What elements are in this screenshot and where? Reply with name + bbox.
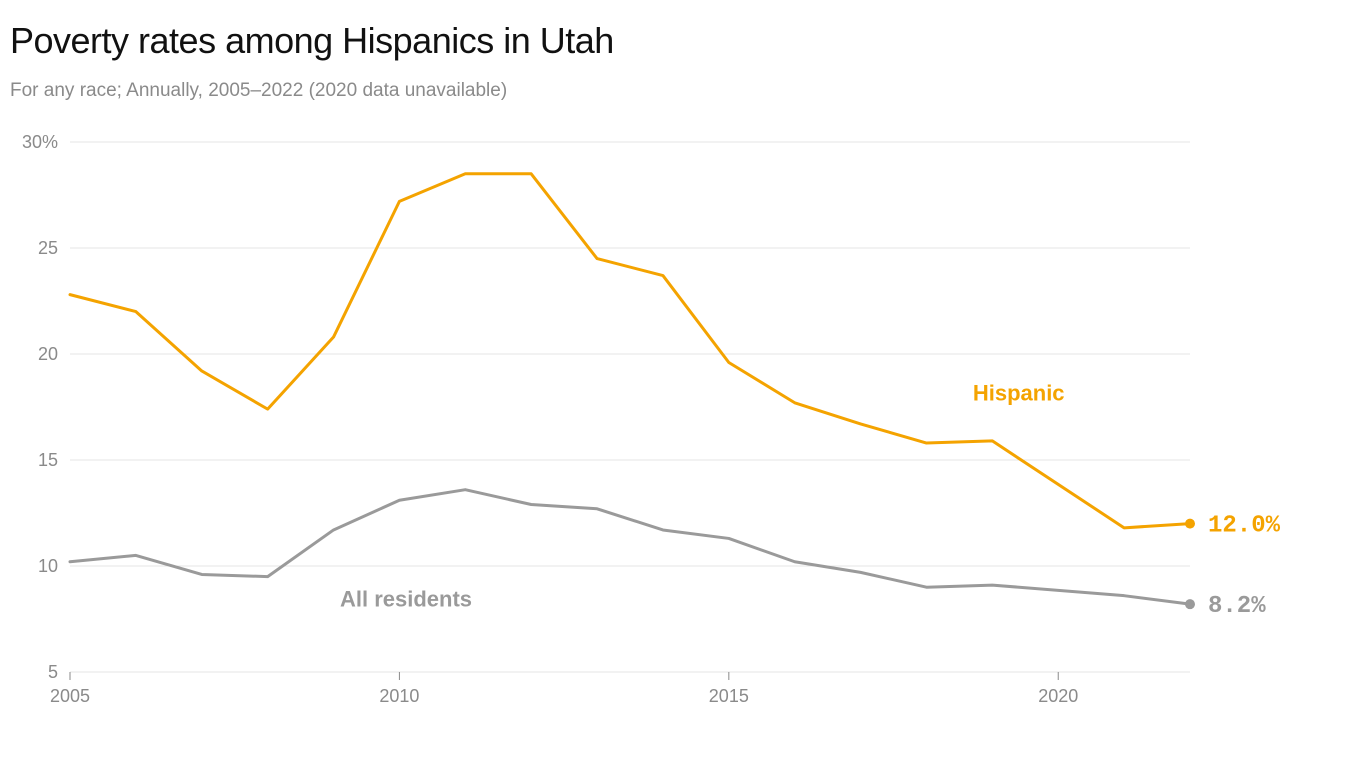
series-end-dot xyxy=(1185,519,1195,529)
x-tick-label: 2020 xyxy=(1038,686,1078,706)
y-tick-label: 25 xyxy=(38,238,58,258)
series-end-value-label: 12.0% xyxy=(1208,513,1281,540)
chart-area: 5 10 15 20 25 30% 2005 2010 2015 2020 12.0% Hispani… xyxy=(10,132,1350,732)
series-line-all-residents xyxy=(70,490,1190,604)
x-tick-label: 2010 xyxy=(379,686,419,706)
series-name-label: Hispanic xyxy=(973,381,1065,406)
line-chart-svg: 5 10 15 20 25 30% 2005 2010 2015 2020 12.0% Hispani… xyxy=(10,132,1350,732)
y-tick-label: 20 xyxy=(38,344,58,364)
series-end-dot xyxy=(1185,599,1195,609)
series-name-label: All residents xyxy=(340,586,472,611)
x-tick-label: 2015 xyxy=(709,686,749,706)
y-tick-label: 10 xyxy=(38,556,58,576)
series-end-value-label: 8.2% xyxy=(1208,593,1266,620)
y-tick-label: 30% xyxy=(22,132,58,152)
chart-subtitle: For any race; Annually, 2005–2022 (2020 … xyxy=(10,80,1366,102)
chart-title: Poverty rates among Hispanics in Utah xyxy=(10,20,1366,62)
series-line-hispanic xyxy=(70,174,1190,528)
y-tick-label: 5 xyxy=(48,662,58,682)
y-tick-label: 15 xyxy=(38,450,58,470)
x-tick-label: 2005 xyxy=(50,686,90,706)
